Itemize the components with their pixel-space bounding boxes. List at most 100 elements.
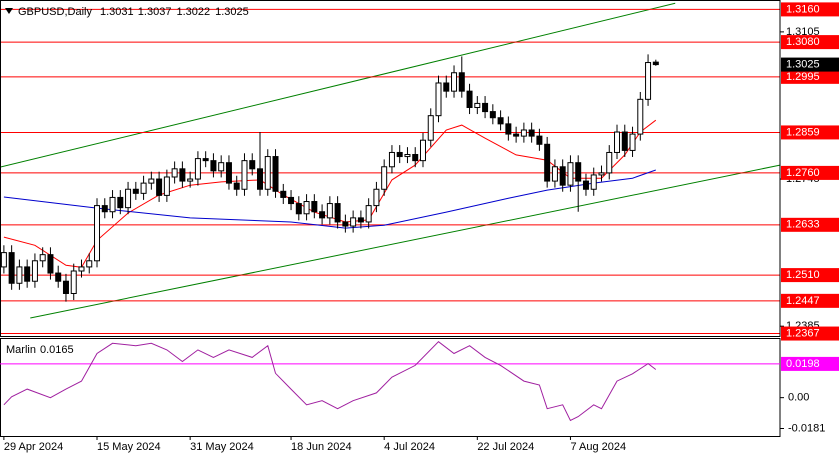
candle-body	[86, 260, 93, 268]
candle-body	[148, 178, 155, 184]
x-tick-label: 29 Apr 2024	[4, 441, 63, 453]
candle-body	[419, 139, 426, 162]
level-label-box	[781, 125, 839, 140]
oscillator-value: 0.0165	[40, 344, 74, 356]
candle-body	[645, 62, 652, 100]
candle-body	[381, 166, 388, 190]
oscillator-name: Marlin	[6, 344, 36, 356]
candle-body	[443, 82, 450, 92]
candle-body	[559, 166, 566, 186]
candle-body	[326, 203, 333, 219]
main-panel-border	[0, 0, 781, 337]
oscillator-panel-border	[0, 338, 781, 437]
current-price-label: 1.3025	[786, 58, 820, 70]
candle-body	[156, 178, 163, 196]
candle-body	[163, 176, 170, 196]
y-tick-label: 1.3105	[786, 26, 820, 38]
candle-body	[24, 266, 31, 282]
candle-body	[225, 162, 232, 184]
candle-body	[404, 154, 411, 158]
candle-body	[435, 82, 442, 117]
candle-body	[257, 168, 263, 190]
candle-body	[94, 205, 101, 262]
candle-body	[350, 217, 357, 227]
candle-body	[474, 102, 481, 109]
level-label-box	[781, 268, 839, 283]
candle-body	[489, 111, 496, 119]
candle-body	[187, 178, 194, 182]
level-label: 1.3080	[786, 36, 820, 48]
moving-average	[3, 119, 657, 268]
candle-body	[396, 151, 403, 158]
candle-body	[520, 129, 527, 137]
candle-body	[249, 160, 256, 170]
candle-body	[140, 182, 147, 194]
candle-body	[171, 168, 178, 178]
oscillator-level-label: 0.0198	[786, 358, 820, 370]
level-label-box	[781, 165, 839, 180]
candle-body	[101, 205, 108, 213]
candle-body	[505, 123, 512, 135]
candle-body	[303, 201, 310, 215]
candle-body	[125, 188, 132, 209]
candle-body	[629, 133, 636, 151]
candle-body	[606, 151, 613, 174]
level-label: 1.2447	[786, 295, 820, 307]
candle-body	[614, 131, 621, 153]
moving-average	[3, 169, 656, 229]
trendline	[30, 164, 781, 319]
candle-body	[264, 156, 271, 190]
candle-body	[233, 182, 240, 190]
candle-body	[70, 270, 77, 294]
level-label: 1.2367	[786, 327, 820, 339]
candle-body	[31, 260, 38, 282]
x-tick-label: 18 Jun 2024	[291, 441, 352, 453]
candle-body	[551, 166, 558, 182]
candle-body	[39, 254, 46, 262]
candle-body	[241, 160, 248, 190]
candle-body	[365, 205, 372, 223]
candle-body	[567, 162, 574, 186]
level-label-box	[781, 326, 839, 341]
level-label: 1.2633	[786, 219, 820, 231]
oscillator-y-tick-label: -0.0181	[788, 422, 825, 434]
current-price-box	[781, 57, 839, 72]
candle-body	[373, 188, 380, 207]
level-label: 1.2995	[786, 71, 820, 83]
candle-body	[288, 196, 295, 205]
candle-body	[544, 143, 551, 182]
candle-body	[451, 72, 458, 92]
candle-body	[598, 172, 605, 176]
candle-body	[117, 196, 124, 209]
oscillator-line	[3, 341, 657, 422]
candle-body	[536, 135, 543, 145]
candle-body	[62, 280, 69, 294]
candle-body	[466, 90, 473, 109]
candle-body	[8, 252, 15, 284]
marks	[0, 2, 781, 335]
level-label: 1.3160	[786, 3, 820, 15]
candle-body	[388, 151, 395, 168]
level-label: 1.2859	[786, 126, 820, 138]
candle-body	[528, 129, 535, 137]
candle-body	[427, 115, 434, 141]
x-tick-label: 22 Jul 2024	[477, 441, 534, 453]
candle-body	[497, 117, 504, 125]
candle-body	[590, 174, 597, 190]
candle-body	[295, 203, 302, 215]
candle-body	[652, 61, 659, 66]
oscillator-y-tick-label: 0.00	[788, 392, 809, 404]
menu-triangle[interactable]	[5, 8, 13, 14]
candle-body	[272, 156, 279, 192]
candle-body	[179, 168, 186, 182]
candle-body	[412, 154, 419, 162]
close-value: 1.3025	[215, 6, 249, 18]
candle-body	[210, 160, 217, 172]
candle-body	[458, 72, 465, 92]
candle-body	[0, 252, 7, 268]
level-label-box	[781, 2, 839, 17]
x-tick-label: 7 Aug 2024	[570, 441, 626, 453]
low-value: 1.3022	[176, 6, 210, 18]
candle-body	[280, 190, 287, 198]
